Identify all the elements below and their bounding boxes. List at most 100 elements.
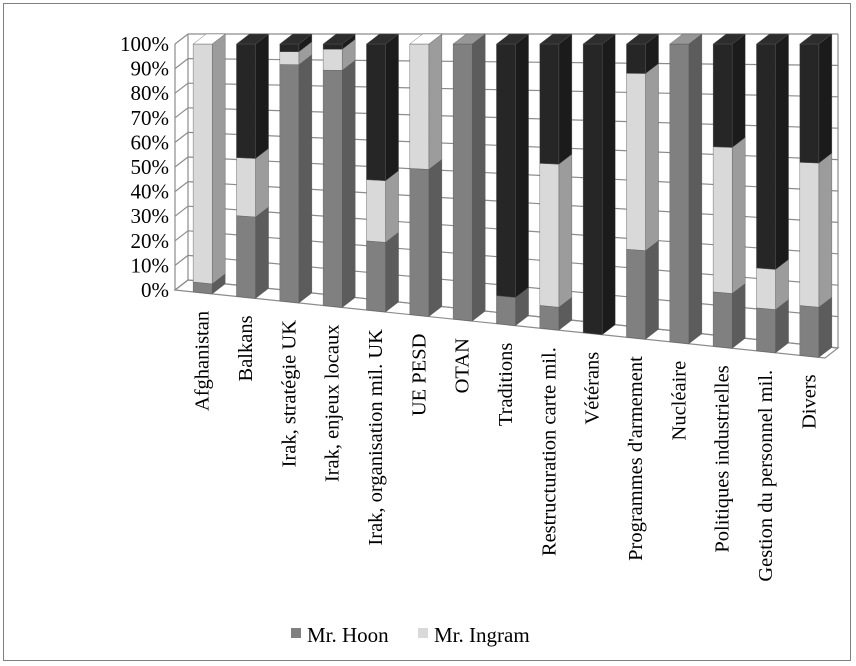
bar-segment: [756, 259, 789, 310]
x-tick-label: UE PESD: [408, 334, 430, 417]
bar-segment: [452, 33, 486, 322]
bar-segment: [235, 33, 270, 159]
bar-side: [558, 33, 573, 165]
bar-front: [626, 73, 646, 251]
bar-segment: [539, 153, 573, 308]
bar-side: [515, 33, 529, 298]
bar-segment: [279, 54, 313, 304]
bar-segment: [539, 296, 573, 331]
bar-top: [625, 33, 660, 45]
bar-front: [409, 43, 430, 170]
bar-front: [279, 43, 300, 52]
bar-front: [322, 69, 343, 308]
side-wall-gridline: [174, 107, 189, 119]
bar-top: [279, 33, 313, 45]
bar-top: [409, 33, 443, 45]
bar-segment: [625, 33, 660, 74]
legend-swatch: [418, 628, 428, 638]
bar-segment: [279, 33, 313, 53]
bar-side: [255, 33, 269, 159]
bar-top: [539, 33, 573, 45]
bar-front: [799, 43, 820, 164]
chart-floor: [173, 279, 840, 359]
bar-front: [626, 249, 646, 340]
bar-side: [385, 33, 399, 182]
bar-segment: [366, 170, 399, 243]
bar-side: [732, 137, 746, 294]
bar-side: [645, 240, 659, 340]
bar-top: [669, 33, 703, 45]
bar-front: [669, 43, 690, 344]
legend-label: Mr. Ingram: [434, 623, 530, 647]
x-tick-label: Gestion du personnel mil.: [755, 370, 777, 582]
bar-top: [235, 33, 270, 45]
bar-front: [539, 163, 560, 308]
bar-side: [428, 33, 443, 170]
bar-front: [756, 307, 776, 354]
x-tick-label: Irak, stratégie UK: [278, 320, 300, 468]
bar-side: [818, 152, 833, 308]
bar-side: [255, 206, 269, 299]
bar-segment: [322, 38, 356, 71]
side-wall-gridline: [174, 205, 189, 217]
y-tick-label: 20%: [131, 229, 170, 253]
bar-top: [755, 33, 790, 45]
bar-segment: [409, 33, 443, 170]
x-tick-label: Balkans: [235, 315, 257, 381]
x-tick-label: Afghanistan: [192, 311, 214, 411]
bar-top: [192, 33, 226, 45]
bar-segment: [582, 33, 616, 336]
bar-segment: [626, 63, 659, 252]
bar-front: [322, 43, 343, 50]
legend: Mr. Hoon Mr. Ingram: [291, 623, 530, 647]
bar-segment: [365, 33, 400, 182]
bar-top: [365, 33, 400, 45]
bar-front: [539, 43, 560, 165]
y-tick-label: 60%: [131, 130, 170, 154]
bar-top: [582, 33, 616, 45]
bar-segment: [669, 33, 703, 345]
bar-top: [452, 33, 486, 45]
y-tick-label: 10%: [131, 253, 170, 277]
bar-segment: [799, 33, 833, 164]
bar-front: [582, 43, 603, 335]
bar-side: [688, 33, 703, 345]
bar-segment: [322, 59, 356, 308]
bar-top: [712, 33, 746, 45]
bar-segment: [366, 231, 399, 313]
y-tick-label: 100%: [120, 32, 169, 56]
bar-side: [558, 153, 573, 308]
bar-side: [472, 33, 486, 322]
y-tick-label: 90%: [131, 57, 170, 81]
bar-segment: [755, 33, 790, 270]
x-tick-label: Politiques industrielles: [712, 365, 734, 552]
y-tick-label: 80%: [131, 81, 170, 105]
x-tick-label: Irak, enjeux locaux: [322, 324, 344, 482]
bar-side: [298, 54, 313, 304]
bar-side: [255, 148, 269, 218]
bar-front: [712, 291, 733, 349]
bar-front: [366, 179, 386, 243]
bar-segment: [236, 206, 269, 299]
side-wall-gridline: [174, 131, 189, 143]
bar-segment: [799, 152, 833, 308]
bar-front: [712, 146, 733, 294]
side-wall-gridline: [174, 58, 189, 70]
bar-front: [452, 43, 473, 322]
bar-segment: [712, 33, 746, 148]
bar-front: [712, 43, 733, 148]
bar-front: [366, 240, 386, 313]
bar-segment: [322, 33, 356, 50]
bar-front: [236, 215, 256, 299]
legend-label: Mr. Hoon: [307, 623, 389, 647]
bar-top: [322, 33, 356, 45]
bar-front: [626, 43, 646, 74]
y-axis-tick-labels: 0%10%20%30%40%50%60%70%80%90%100%: [120, 32, 169, 302]
bar-segment: [496, 287, 529, 327]
bar-segment: [236, 148, 269, 218]
x-tick-label: Nucléaire: [668, 361, 690, 441]
bar-segment: [626, 240, 659, 340]
y-tick-label: 30%: [131, 204, 170, 228]
side-wall-gridline: [174, 181, 189, 193]
